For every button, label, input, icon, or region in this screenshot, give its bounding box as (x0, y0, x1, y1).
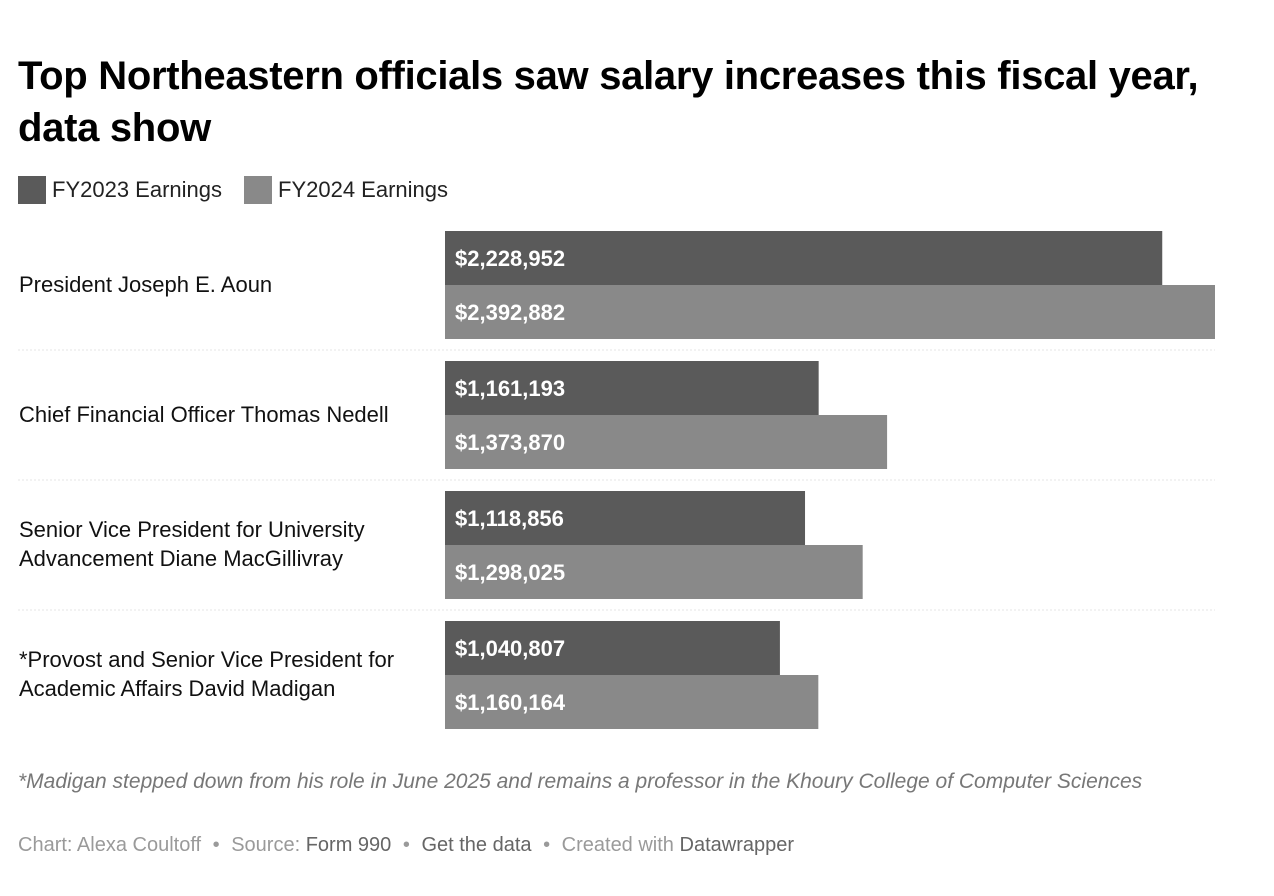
legend-item-fy2023: FY2023 Earnings (18, 176, 222, 204)
data-label-aoun-fy2023: $2,228,952 (455, 246, 565, 271)
data-label-nedell-fy2023: $1,161,193 (455, 376, 565, 401)
credit-source-link[interactable]: Form 990 (305, 834, 392, 856)
datawrapper-link[interactable]: Datawrapper (679, 834, 795, 856)
category-label-aoun: President Joseph E. Aoun (19, 272, 273, 297)
credit-separator: • (543, 834, 551, 856)
legend-swatch-fy2023 (18, 176, 46, 204)
category-label-madigan: *Provost and Senior Vice President for A… (19, 647, 395, 701)
data-label-macgillivray-fy2023: $1,118,856 (455, 506, 564, 531)
legend-label-fy2024: FY2024 Earnings (278, 177, 448, 202)
footnote: *Madigan stepped down from his role in J… (18, 770, 1143, 793)
legend-item-fy2024: FY2024 Earnings (244, 176, 448, 204)
bar-nedell-fy2024 (445, 415, 888, 469)
data-label-madigan-fy2023: $1,040,807 (455, 636, 565, 661)
data-label-aoun-fy2024: $2,392,882 (455, 300, 565, 325)
bar-aoun-fy2024 (445, 285, 1215, 339)
credit-created-with: Created with (561, 834, 680, 856)
credit-source-prefix: Source: (231, 834, 306, 856)
bar-nedell-fy2023 (445, 361, 819, 415)
bar-macgillivray-fy2023 (445, 491, 806, 545)
data-label-madigan-fy2024: $1,160,164 (455, 690, 566, 715)
bar-macgillivray-fy2024 (445, 545, 863, 599)
legend: FY2023 Earnings FY2024 Earnings (18, 176, 470, 204)
legend-swatch-fy2024 (244, 176, 272, 204)
legend-label-fy2023: FY2023 Earnings (52, 177, 222, 202)
credit-separator: • (212, 834, 220, 856)
category-label-nedell: Chief Financial Officer Thomas Nedell (19, 402, 389, 427)
credit-separator: • (402, 834, 410, 856)
bar-madigan-fy2024 (445, 675, 819, 729)
data-label-macgillivray-fy2024: $1,298,025 (455, 560, 565, 585)
bar-madigan-fy2023 (445, 621, 780, 675)
credit-author: Chart: Alexa Coultoff (18, 834, 202, 856)
data-label-nedell-fy2024: $1,373,870 (455, 430, 565, 455)
get-the-data-link[interactable]: Get the data (421, 834, 532, 856)
chart-title: Top Northeastern officials saw salary in… (18, 54, 1199, 150)
bar-aoun-fy2023 (445, 231, 1163, 285)
category-label-macgillivray: Senior Vice President for University Adv… (19, 517, 365, 571)
credits: Chart: Alexa Coultoff • Source: Form 990… (18, 834, 794, 857)
